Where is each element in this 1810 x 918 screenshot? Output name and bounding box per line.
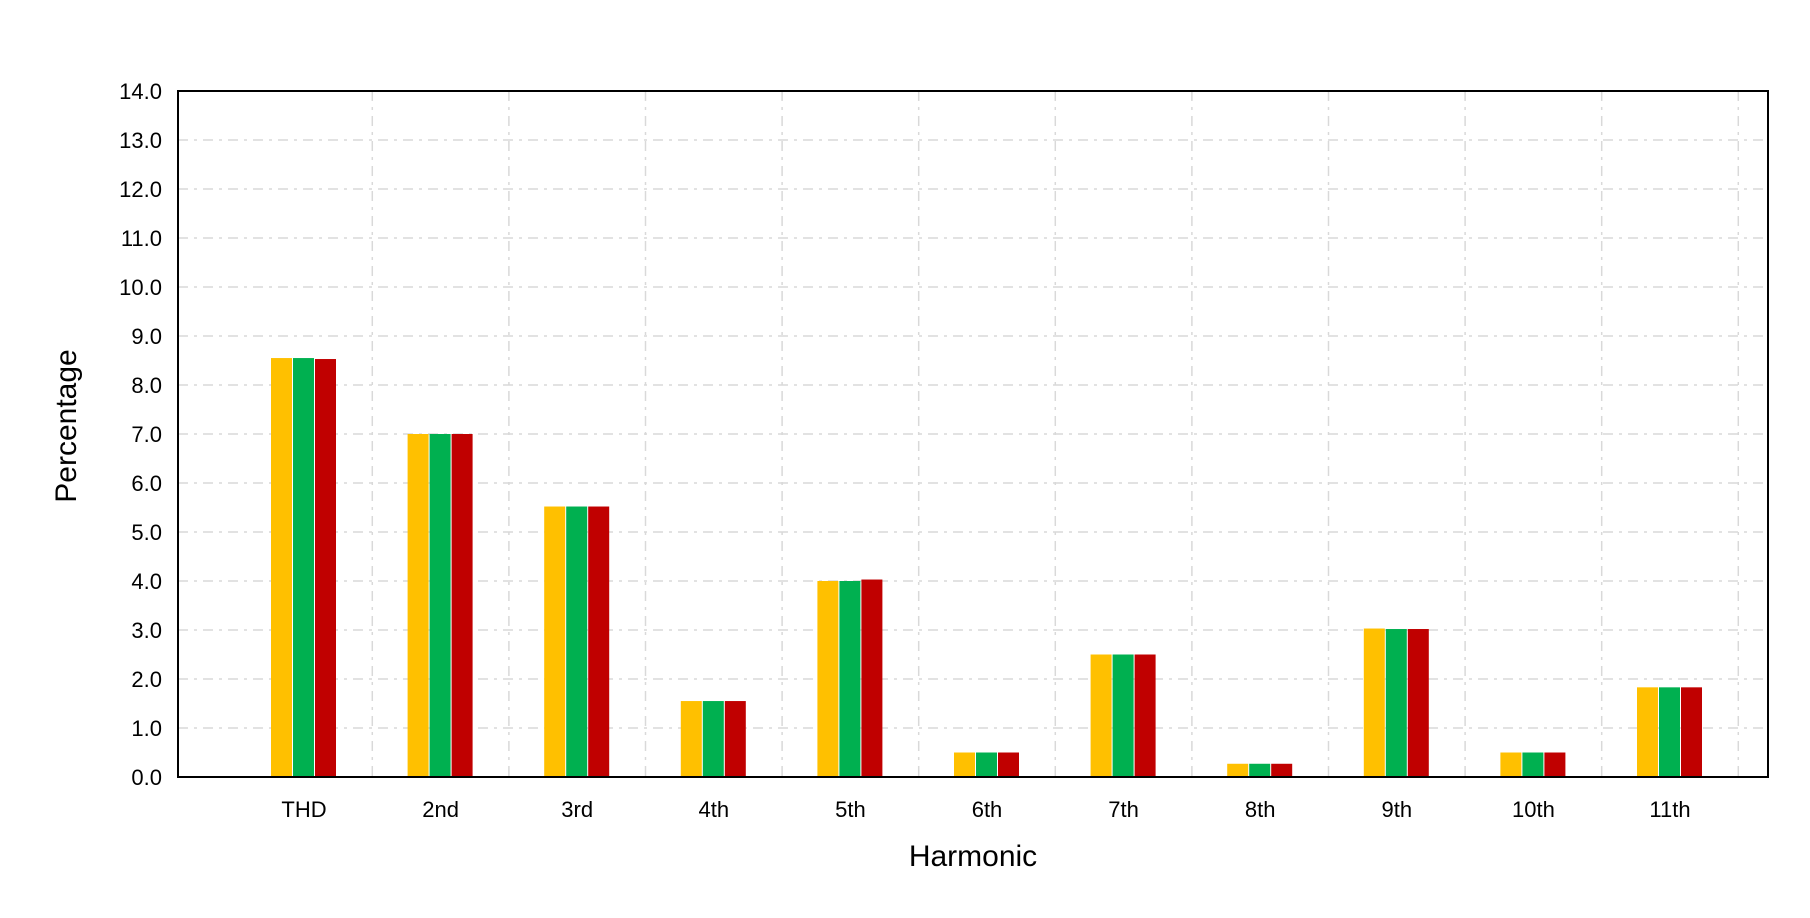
y-tick-label: 2.0 — [131, 667, 162, 692]
bar-11th-series-2 — [1659, 687, 1680, 777]
y-tick-label: 9.0 — [131, 324, 162, 349]
x-tick-label: 6th — [972, 797, 1003, 822]
y-tick-label: 14.0 — [119, 79, 162, 104]
bar-4th-series-3 — [724, 701, 746, 777]
bar-4th-series-2 — [702, 701, 724, 777]
y-tick-label: 7.0 — [131, 422, 162, 447]
bar-thd-series-3 — [315, 359, 336, 777]
bar-10th-series-1 — [1500, 752, 1522, 777]
bar-11th-series-3 — [1681, 687, 1702, 777]
bar-6th-series-3 — [998, 752, 1019, 777]
y-tick-label: 1.0 — [131, 716, 162, 741]
x-tick-label: 4th — [699, 797, 730, 822]
x-tick-label: 3rd — [561, 797, 593, 822]
x-axis-title: Harmonic — [909, 840, 1037, 873]
bar-3rd-series-1 — [544, 506, 566, 777]
y-tick-label: 8.0 — [131, 373, 162, 398]
x-tick-label: 7th — [1108, 797, 1139, 822]
y-tick-label: 11.0 — [121, 226, 162, 251]
bar-9th-series-3 — [1407, 629, 1429, 777]
bar-thd-series-2 — [293, 358, 314, 777]
bar-7th-series-3 — [1134, 654, 1156, 777]
bar-2nd-series-2 — [429, 434, 451, 777]
bar-10th-series-2 — [1522, 752, 1544, 777]
bar-3rd-series-2 — [566, 506, 588, 777]
y-axis-title: Percentage — [50, 349, 83, 502]
x-tick-label: 10th — [1512, 797, 1555, 822]
bar-7th-series-1 — [1090, 654, 1112, 777]
x-tick-label: 2nd — [422, 797, 459, 822]
bar-5th-series-2 — [839, 581, 861, 777]
bar-8th-series-2 — [1249, 763, 1271, 777]
bar-4th-series-1 — [680, 701, 702, 777]
bar-6th-series-2 — [976, 752, 997, 777]
bar-2nd-series-1 — [407, 434, 429, 777]
plot-area-frame — [177, 90, 1769, 778]
x-tick-label: 5th — [835, 797, 866, 822]
y-tick-label: 5.0 — [131, 520, 162, 545]
x-tick-label: THD — [281, 797, 326, 822]
bar-5th-series-3 — [861, 579, 883, 777]
x-tick-label: 11th — [1649, 797, 1690, 822]
bar-thd-series-1 — [271, 358, 292, 777]
x-tick-label: 8th — [1245, 797, 1276, 822]
y-tick-label: 6.0 — [131, 471, 162, 496]
y-tick-label: 3.0 — [131, 618, 162, 643]
bar-6th-series-1 — [954, 752, 975, 777]
y-axis-ticks: 0.0 1.0 2.0 3.0 4.0 5.0 6.0 7.0 8.0 9.0 10.0 11.0 12… — [119, 79, 162, 790]
y-tick-label: 12.0 — [119, 177, 162, 202]
y-tick-label: 0.0 — [131, 765, 162, 790]
bar-11th-series-1 — [1637, 687, 1658, 777]
bar-8th-series-1 — [1227, 763, 1249, 777]
x-tick-label: 9th — [1382, 797, 1413, 822]
bar-8th-series-3 — [1271, 763, 1293, 777]
y-tick-label: 4.0 — [131, 569, 162, 594]
bar-5th-series-1 — [817, 581, 839, 777]
bar-9th-series-1 — [1363, 628, 1385, 777]
y-tick-label: 13.0 — [119, 128, 162, 153]
bars — [271, 358, 1702, 777]
y-tick-label: 10.0 — [119, 275, 162, 300]
x-axis-ticks: THD 2nd 3rd 4th 5th 6th 7th 8th 9th 10th 11th — [281, 797, 1690, 822]
bar-3rd-series-3 — [588, 506, 610, 777]
bar-2nd-series-3 — [451, 434, 473, 777]
bar-9th-series-2 — [1385, 629, 1407, 777]
bar-7th-series-2 — [1112, 654, 1134, 777]
gridlines — [178, 91, 1768, 777]
bar-10th-series-3 — [1544, 752, 1566, 777]
